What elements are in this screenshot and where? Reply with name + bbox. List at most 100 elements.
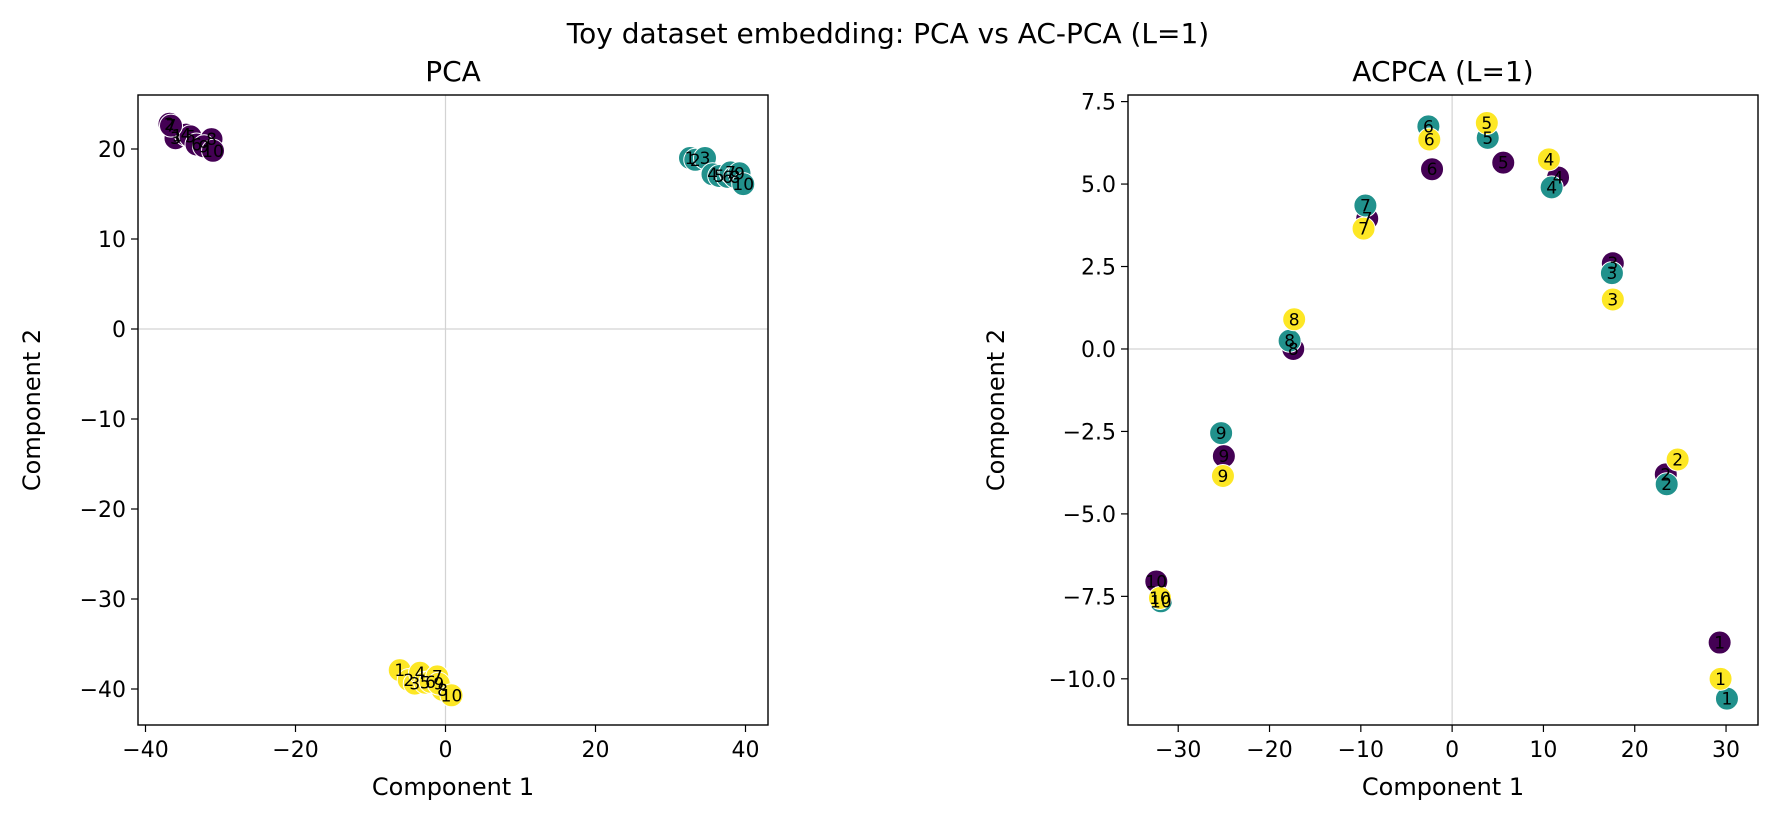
data-point bbox=[1282, 307, 1307, 332]
data-point bbox=[1654, 472, 1679, 497]
x-tick-label: 40 bbox=[732, 738, 760, 763]
point-label: 3 bbox=[1607, 254, 1618, 274]
y-tick-label: 5.0 bbox=[1081, 173, 1116, 198]
figure-title: Toy dataset embedding: PCA vs AC-PCA (L=… bbox=[566, 17, 1209, 50]
point-label: 9 bbox=[433, 675, 444, 695]
data-point bbox=[159, 113, 183, 138]
point-label: 8 bbox=[1288, 340, 1299, 360]
axis-title: PCA bbox=[425, 55, 481, 88]
point-label: 7 bbox=[166, 117, 177, 137]
point-label: 4 bbox=[707, 165, 718, 185]
point-label: 2 bbox=[1672, 450, 1683, 470]
x-tick-label: −10 bbox=[1338, 738, 1384, 763]
x-tick-label: 30 bbox=[1712, 738, 1740, 763]
y-tick-label: −2.5 bbox=[1063, 420, 1116, 445]
point-label: 10 bbox=[732, 175, 754, 195]
y-tick-label: −10 bbox=[80, 408, 126, 433]
point-label: 10 bbox=[202, 142, 224, 162]
x-tick-label: 0 bbox=[1445, 738, 1459, 763]
point-label: 9 bbox=[734, 164, 745, 184]
x-tick-label: 20 bbox=[582, 738, 610, 763]
point-label: 8 bbox=[1284, 332, 1295, 352]
data-point bbox=[1707, 630, 1732, 655]
x-tick-label: −40 bbox=[122, 738, 168, 763]
point-label: 9 bbox=[199, 137, 210, 157]
point-label: 6 bbox=[191, 136, 202, 156]
point-label: 1 bbox=[1715, 670, 1726, 690]
data-point bbox=[1474, 111, 1499, 136]
point-label: 10 bbox=[1150, 592, 1172, 612]
point-label: 2 bbox=[1660, 465, 1671, 485]
y-tick-label: −30 bbox=[80, 588, 126, 613]
point-label: 6 bbox=[1424, 131, 1435, 151]
point-label: 7 bbox=[432, 667, 443, 687]
x-axis-label: Component 1 bbox=[1362, 773, 1524, 801]
data-point bbox=[439, 683, 464, 708]
acpca-subplot: ACPCA (L=1) 1 2 3 4 5 6 7 8 9 10 1 2 3 4 5 6 7 8 9 10 1 2 3 4 5 6 7… bbox=[982, 55, 1759, 801]
point-label: 4 bbox=[1546, 178, 1557, 198]
point-label: 5 bbox=[185, 127, 196, 147]
data-point bbox=[1417, 127, 1442, 152]
point-label: 3 bbox=[700, 149, 711, 169]
point-label: 10 bbox=[1149, 589, 1171, 609]
point-label: 8 bbox=[437, 681, 448, 701]
point-label: 5 bbox=[420, 674, 431, 694]
point-label: 1 bbox=[1722, 690, 1733, 710]
x-tick-label: −20 bbox=[1246, 738, 1292, 763]
point-label: 6 bbox=[1423, 117, 1434, 137]
data-point bbox=[201, 138, 225, 163]
point-label: 9 bbox=[1218, 467, 1229, 487]
point-label: 5 bbox=[714, 167, 725, 187]
y-tick-label: −20 bbox=[80, 498, 126, 523]
y-axis-label: Component 2 bbox=[982, 329, 1010, 491]
point-label: 2 bbox=[1661, 475, 1672, 495]
x-axis-label: Component 1 bbox=[372, 773, 534, 801]
point-label: 3 bbox=[1606, 264, 1617, 284]
data-point bbox=[1599, 261, 1624, 286]
point-label: 8 bbox=[730, 168, 741, 188]
data-point bbox=[731, 172, 756, 197]
data-point bbox=[1665, 447, 1690, 472]
data-point bbox=[1600, 287, 1625, 312]
y-tick-label: −40 bbox=[80, 678, 126, 703]
axis-title: ACPCA (L=1) bbox=[1352, 55, 1533, 88]
y-tick-label: −10.0 bbox=[1049, 668, 1116, 693]
data-point bbox=[1420, 157, 1445, 182]
point-label: 7 bbox=[1362, 210, 1373, 230]
point-label: 3 bbox=[409, 675, 420, 695]
x-tick-label: 10 bbox=[1529, 738, 1557, 763]
point-label: 1 bbox=[394, 661, 405, 681]
point-label: 2 bbox=[690, 151, 701, 171]
point-label: 2 bbox=[164, 115, 175, 135]
point-label: 5 bbox=[1481, 114, 1492, 134]
point-label: 1 bbox=[1714, 634, 1725, 654]
y-tick-label: −5.0 bbox=[1063, 503, 1116, 528]
point-label: 1 bbox=[172, 127, 183, 147]
point-label: 4 bbox=[1543, 150, 1554, 170]
point-label: 10 bbox=[441, 686, 463, 706]
point-label: 5 bbox=[1498, 154, 1509, 174]
axes-frame bbox=[137, 94, 769, 726]
point-label: 4 bbox=[1553, 168, 1564, 188]
point-label: 10 bbox=[1145, 573, 1167, 593]
point-label: 6 bbox=[722, 168, 733, 188]
x-tick-label: −30 bbox=[1155, 738, 1201, 763]
y-tick-label: 2.5 bbox=[1081, 256, 1116, 281]
data-point bbox=[1708, 666, 1733, 691]
point-label: 8 bbox=[206, 130, 217, 150]
y-tick-label: 0.0 bbox=[1081, 338, 1116, 363]
point-label: 2 bbox=[403, 671, 414, 691]
point-label: 4 bbox=[415, 664, 426, 684]
x-tick-label: 0 bbox=[439, 738, 453, 763]
y-axis-label: Component 2 bbox=[18, 329, 46, 491]
y-tick-label: −7.5 bbox=[1063, 585, 1116, 610]
data-point bbox=[1209, 421, 1234, 446]
data-point bbox=[1491, 150, 1516, 175]
y-tick-label: 10 bbox=[98, 228, 126, 253]
point-label: 3 bbox=[170, 129, 181, 149]
point-label: 1 bbox=[685, 149, 696, 169]
point-label: 7 bbox=[725, 163, 736, 183]
point-label: 6 bbox=[1427, 160, 1438, 180]
